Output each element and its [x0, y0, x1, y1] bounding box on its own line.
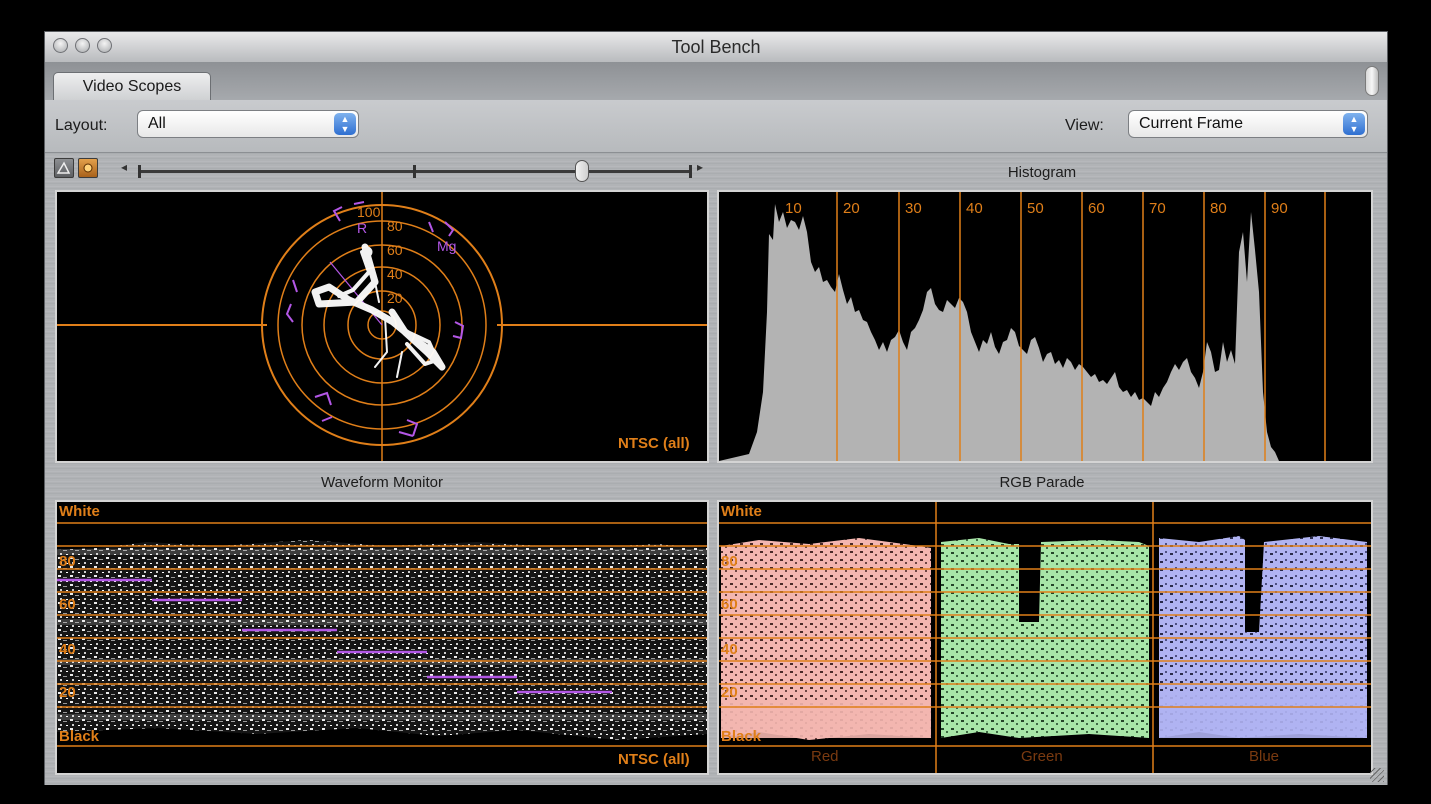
tab-menu-button[interactable]: [1365, 66, 1379, 96]
select-stepper-icon: ▲ ▼: [1343, 113, 1365, 135]
close-button[interactable]: [53, 38, 68, 53]
scope-controls: Layout: All ▲ ▼ View: Current Frame ▲ ▼: [45, 100, 1387, 153]
target-label-red: R: [357, 220, 368, 236]
resize-grip-icon[interactable]: [1370, 768, 1384, 782]
parade-level-60: 60: [721, 596, 738, 613]
histogram-panel: 10 20 30 40 50 60 70 80 90: [717, 190, 1373, 463]
histogram-label-90: 90: [1271, 200, 1288, 217]
histogram-label-70: 70: [1149, 200, 1166, 217]
ring-label-100: 100: [357, 204, 381, 220]
histogram-label-40: 40: [966, 200, 983, 217]
histogram-label-30: 30: [905, 200, 922, 217]
histogram-label-50: 50: [1027, 200, 1044, 217]
parade-channel-red: Red: [811, 748, 839, 765]
histogram-title: Histogram: [1007, 164, 1077, 181]
tool-bench-window: Tool Bench Video Scopes Layout: All ▲ ▼ V…: [44, 31, 1388, 785]
parade-white-label: White: [721, 503, 762, 520]
histogram-label-20: 20: [843, 200, 860, 217]
window-title: Tool Bench: [671, 37, 761, 57]
view-label: View:: [1065, 117, 1104, 134]
slider-left-arrow-icon[interactable]: ◂: [121, 160, 128, 174]
rgb-parade-title: RGB Parade: [999, 474, 1085, 491]
parade-black-label: Black: [721, 728, 762, 745]
waveform-level-80: 80: [59, 553, 76, 570]
waveform-level-60: 60: [59, 596, 76, 613]
layout-label: Layout:: [55, 117, 108, 134]
waveform-level-40: 40: [59, 641, 76, 658]
parade-channel-green: Green: [1021, 748, 1063, 765]
scope-brightness-slider[interactable]: [138, 160, 692, 182]
waveform-panel: White 80 60 40 20 Black NTSC (all): [55, 500, 709, 775]
slider-knob[interactable]: [575, 160, 590, 182]
vectorscope-panel: 100 80 60 40 20 R Mg NTSC (all): [55, 190, 709, 463]
ring-label-80: 80: [387, 218, 403, 234]
scopes-area: ◂ ▸ Histogram Waveform Monitor RGB Parad…: [45, 153, 1387, 785]
vectorscope-trace: [311, 243, 446, 378]
select-stepper-icon: ▲ ▼: [334, 113, 356, 135]
parade-level-20: 20: [721, 684, 738, 701]
title-bar[interactable]: Tool Bench: [45, 32, 1387, 63]
vectorscope-standard-label: NTSC (all): [618, 435, 690, 452]
waveform-black-label: Black: [59, 728, 100, 745]
ring-label-40: 40: [387, 266, 403, 282]
parade-level-40: 40: [721, 641, 738, 658]
waveform-standard-label: NTSC (all): [618, 751, 690, 768]
waveform-title: Waveform Monitor: [321, 474, 443, 491]
layout-select-value: All: [148, 115, 166, 132]
parade-channel-blue: Blue: [1249, 748, 1280, 765]
view-select[interactable]: Current Frame ▲ ▼: [1128, 110, 1368, 138]
minimize-button[interactable]: [75, 38, 90, 53]
view-select-value: Current Frame: [1139, 115, 1244, 132]
histogram-label-10: 10: [785, 200, 802, 217]
layout-select[interactable]: All ▲ ▼: [137, 110, 359, 138]
tab-strip: Video Scopes: [45, 62, 1387, 100]
parade-level-80: 80: [721, 553, 738, 570]
tab-video-scopes[interactable]: Video Scopes: [53, 72, 211, 100]
histogram-fill: [719, 204, 1279, 461]
vector-target-boxes: [285, 201, 465, 437]
ring-label-20: 20: [387, 290, 403, 306]
zoom-button[interactable]: [97, 38, 112, 53]
waveform-white-label: White: [59, 503, 100, 520]
waveform-level-20: 20: [59, 684, 76, 701]
histogram-label-60: 60: [1088, 200, 1105, 217]
brightness-icon[interactable]: [78, 158, 98, 178]
ring-label-60: 60: [387, 242, 403, 258]
vectorscope-graticule-icon[interactable]: [54, 158, 74, 178]
rgb-parade-panel: White 80 60 40 20 Black Red Green Blue: [717, 500, 1373, 775]
slider-right-arrow-icon[interactable]: ▸: [697, 160, 704, 174]
target-label-magenta: Mg: [437, 238, 457, 254]
histogram-label-80: 80: [1210, 200, 1227, 217]
